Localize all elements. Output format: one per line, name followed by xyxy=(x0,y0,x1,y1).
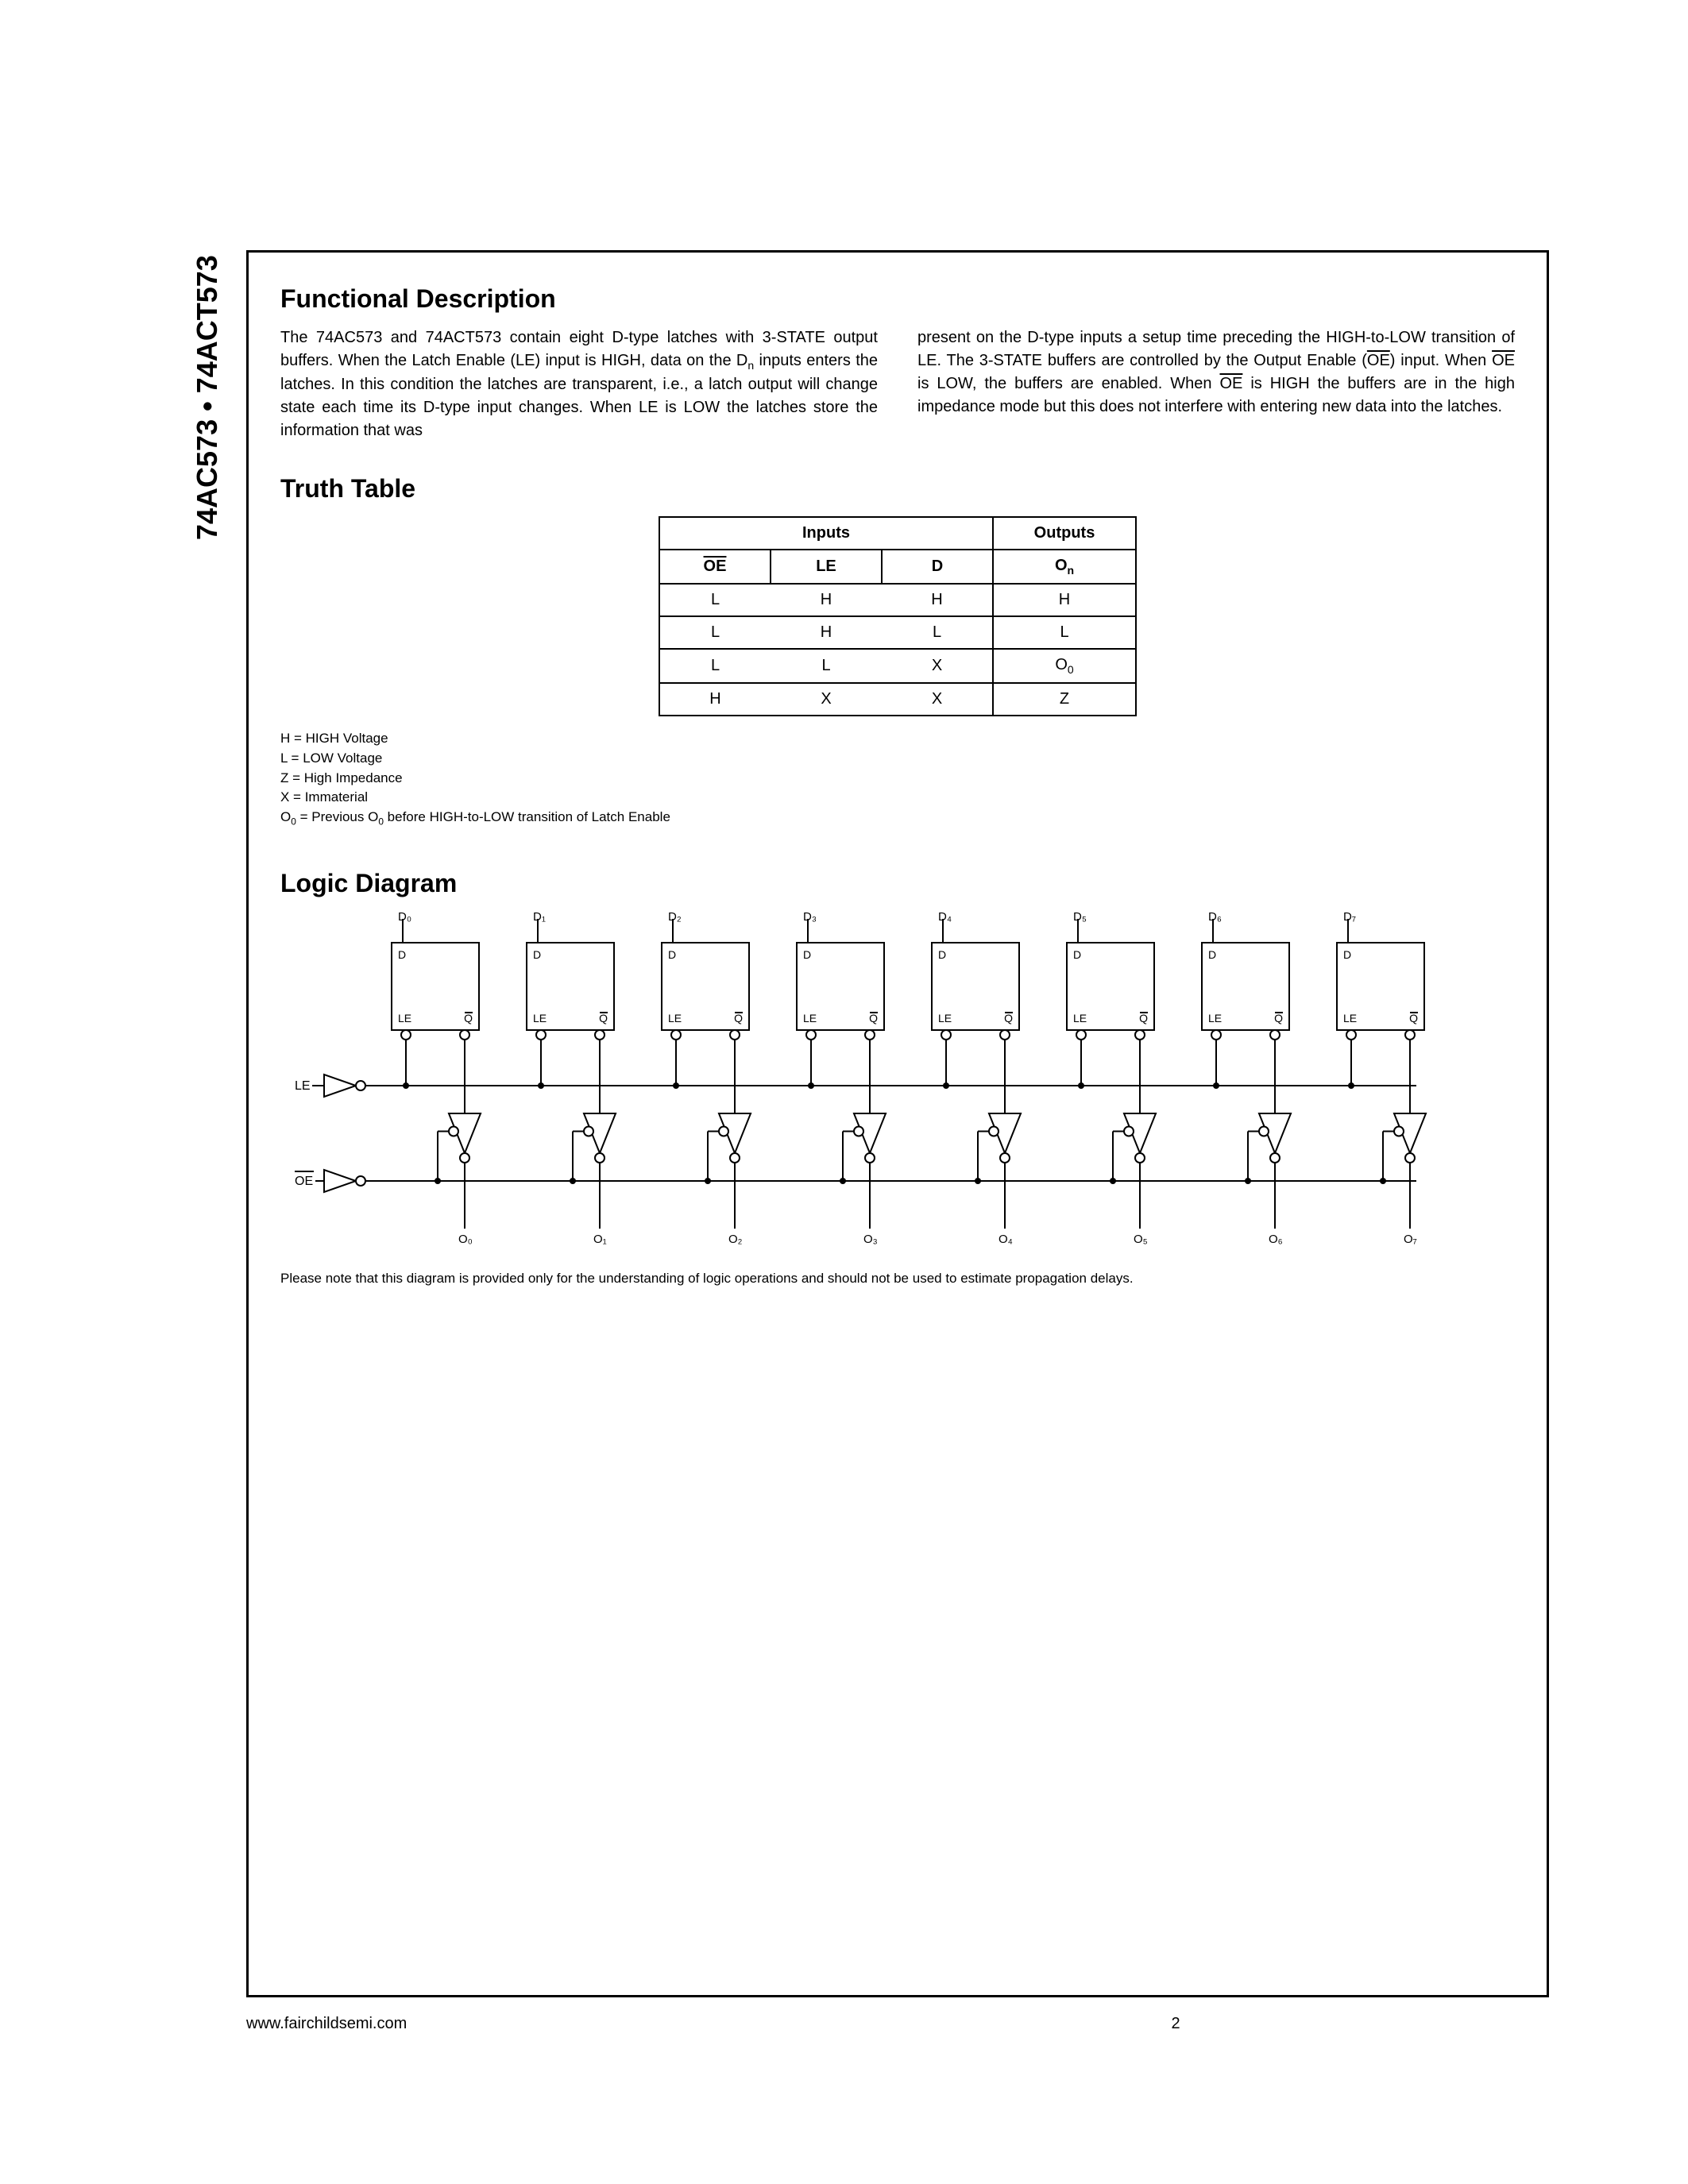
table-cell: L xyxy=(993,616,1136,649)
truth-table-section: Truth Table Inputs Outputs OE LE D On LH… xyxy=(280,474,1515,828)
table-cell: H xyxy=(771,616,882,649)
footer-page-number: 2 xyxy=(850,2015,1501,2033)
svg-text:LE: LE xyxy=(1208,1012,1222,1024)
svg-text:Q: Q xyxy=(1409,1012,1418,1024)
svg-text:D₂: D₂ xyxy=(668,911,682,924)
table-cell: X xyxy=(882,683,993,716)
logic-diagram-section: Logic Diagram LE OE D₀ D LE Q O₀ D₁ D LE Q O₁ D₂ D LE Q… xyxy=(280,869,1515,1287)
table-cell: Z xyxy=(993,683,1136,716)
svg-text:D: D xyxy=(668,948,676,961)
truth-table-heading: Truth Table xyxy=(280,474,1515,504)
svg-text:D: D xyxy=(1208,948,1216,961)
svg-text:Q: Q xyxy=(869,1012,878,1024)
functional-description-heading: Functional Description xyxy=(280,284,1515,314)
svg-text:O₁: O₁ xyxy=(593,1233,607,1246)
table-cell: L xyxy=(659,584,771,616)
svg-text:LE: LE xyxy=(668,1012,682,1024)
svg-text:O₄: O₄ xyxy=(999,1233,1013,1246)
svg-text:LE: LE xyxy=(938,1012,952,1024)
truth-header-outputs: Outputs xyxy=(993,517,1136,550)
svg-text:Q: Q xyxy=(1274,1012,1283,1024)
svg-text:O₇: O₇ xyxy=(1404,1233,1417,1246)
page-frame: Functional Description The 74AC573 and 7… xyxy=(246,250,1549,1997)
truth-header-oe: OE xyxy=(659,550,771,584)
truth-header-le: LE xyxy=(771,550,882,584)
svg-text:D₅: D₅ xyxy=(1073,911,1087,924)
svg-text:O₅: O₅ xyxy=(1134,1233,1148,1246)
svg-text:D₆: D₆ xyxy=(1208,911,1222,924)
truth-header-d: D xyxy=(882,550,993,584)
footer-url: www.fairchildsemi.com xyxy=(246,2015,898,2033)
svg-text:LE: LE xyxy=(398,1012,411,1024)
table-cell: L xyxy=(659,649,771,683)
truth-table: Inputs Outputs OE LE D On LHHHLHLLLLXO0H… xyxy=(659,516,1137,716)
table-cell: X xyxy=(771,683,882,716)
logic-diagram-heading: Logic Diagram xyxy=(280,869,1515,898)
page-footer: www.fairchildsemi.com 2 xyxy=(246,2015,1549,2033)
functional-col-1: The 74AC573 and 74ACT573 contain eight D… xyxy=(280,326,878,442)
svg-text:LE: LE xyxy=(295,1079,311,1093)
table-cell: H xyxy=(882,584,993,616)
truth-header-on: On xyxy=(993,550,1136,584)
svg-text:D: D xyxy=(533,948,541,961)
table-cell: H xyxy=(771,584,882,616)
svg-text:Q: Q xyxy=(464,1012,473,1024)
svg-text:Q: Q xyxy=(599,1012,608,1024)
svg-text:LE: LE xyxy=(533,1012,547,1024)
svg-text:O₆: O₆ xyxy=(1269,1233,1283,1246)
svg-text:D₇: D₇ xyxy=(1343,911,1356,924)
svg-text:D₁: D₁ xyxy=(533,911,546,924)
truth-header-inputs: Inputs xyxy=(659,517,993,550)
svg-text:O₃: O₃ xyxy=(863,1233,878,1246)
svg-text:D: D xyxy=(938,948,946,961)
svg-text:O₀: O₀ xyxy=(458,1233,473,1246)
svg-text:Q: Q xyxy=(1004,1012,1013,1024)
svg-text:D: D xyxy=(1073,948,1081,961)
svg-text:LE: LE xyxy=(803,1012,817,1024)
logic-diagram-note: Please note that this diagram is provide… xyxy=(280,1271,1515,1287)
svg-text:O₂: O₂ xyxy=(728,1233,743,1246)
logic-diagram-svg: LE OE D₀ D LE Q O₀ D₁ D LE Q O₁ D₂ D LE Q O₂ D₃ D LE Q O₃ D₄ D L… xyxy=(280,911,1504,1260)
svg-text:OE: OE xyxy=(295,1175,313,1188)
table-cell: X xyxy=(882,649,993,683)
svg-text:D₄: D₄ xyxy=(938,911,952,924)
table-cell: L xyxy=(882,616,993,649)
table-cell: H xyxy=(659,683,771,716)
functional-description-body: The 74AC573 and 74ACT573 contain eight D… xyxy=(280,326,1515,442)
table-cell: L xyxy=(659,616,771,649)
svg-text:Q: Q xyxy=(734,1012,743,1024)
table-cell: L xyxy=(771,649,882,683)
svg-text:LE: LE xyxy=(1073,1012,1087,1024)
svg-text:D₀: D₀ xyxy=(398,911,411,924)
svg-text:D: D xyxy=(398,948,406,961)
part-number-sidebar: 74AC573 • 74ACT573 xyxy=(191,255,224,540)
svg-text:D: D xyxy=(803,948,811,961)
functional-col-2: present on the D-type inputs a setup tim… xyxy=(917,326,1515,442)
svg-text:D₃: D₃ xyxy=(803,911,817,924)
svg-text:D: D xyxy=(1343,948,1351,961)
table-cell: O0 xyxy=(993,649,1136,683)
svg-text:Q: Q xyxy=(1139,1012,1148,1024)
svg-text:LE: LE xyxy=(1343,1012,1357,1024)
table-cell: H xyxy=(993,584,1136,616)
truth-legend: H = HIGH Voltage L = LOW Voltage Z = Hig… xyxy=(280,729,1515,828)
